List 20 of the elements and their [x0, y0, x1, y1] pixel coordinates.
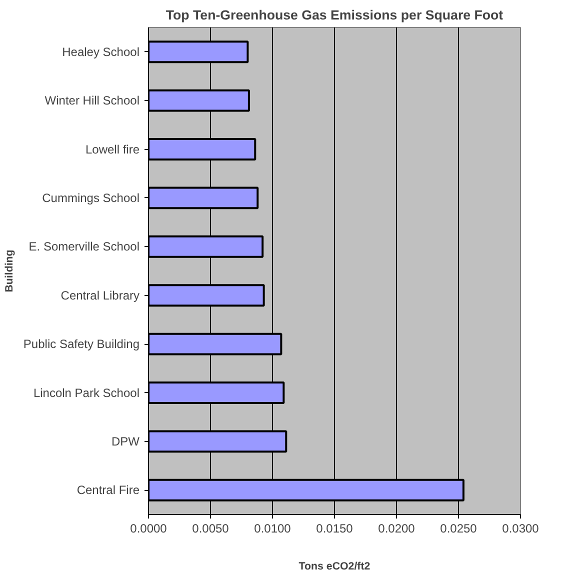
- y-tick-label: Healey School: [62, 44, 140, 59]
- x-tick-label: 0.0100: [254, 522, 292, 536]
- x-tick-label: 0.0000: [130, 522, 168, 536]
- y-tick-label: Lincoln Park School: [33, 386, 140, 400]
- y-tick-label: Cummings School: [42, 190, 140, 205]
- chart-title: Top Ten-Greenhouse Gas Emissions per Square Foot: [166, 8, 504, 22]
- y-tick-label: Public Safety Building: [23, 337, 140, 352]
- y-tick-label: Central Library: [60, 288, 140, 302]
- y-axis-title: Building: [3, 250, 16, 292]
- y-tick-label: DPW: [112, 434, 140, 448]
- y-tick-label: E. Somerville School: [28, 240, 140, 254]
- x-tick-label: 0.0050: [192, 522, 230, 536]
- x-axis-title: Tons eCO2/ft2: [298, 560, 370, 572]
- y-tick-label: Central Fire: [76, 483, 140, 498]
- x-tick-label: 0.0200: [378, 522, 416, 536]
- y-tick-label: Winter Hill School: [44, 94, 140, 108]
- x-tick-label: 0.0250: [440, 522, 478, 536]
- y-tick-label: Lowell fire: [85, 142, 140, 156]
- x-tick-label: 0.0150: [316, 522, 354, 536]
- x-tick-label: 0.0300: [502, 522, 540, 536]
